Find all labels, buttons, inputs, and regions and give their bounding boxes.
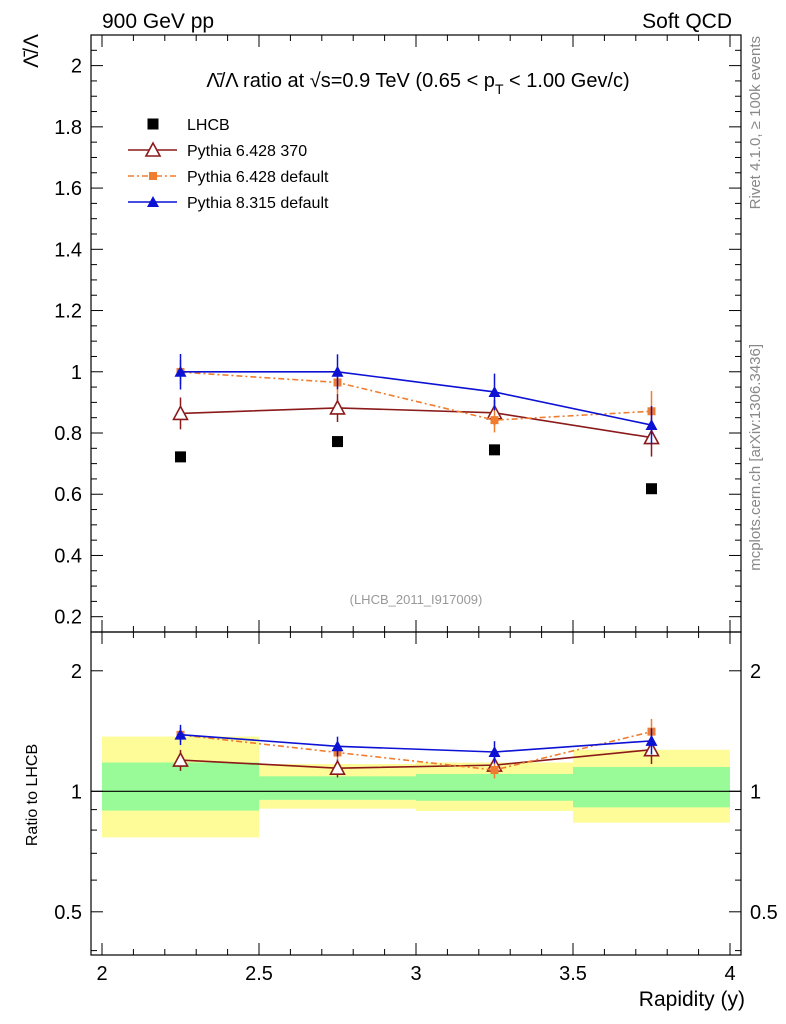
rivet-version-label: Rivet 4.1.0, ≥ 100k events [747, 36, 764, 209]
x-tick-label: 2 [96, 963, 107, 985]
ratio-series-point [331, 740, 344, 752]
y-axis-label: Λ̄/Λ [20, 34, 43, 68]
title-subscript: T [495, 81, 504, 97]
series-line [180, 407, 652, 439]
ratio-bands [91, 736, 741, 838]
data-series [172, 354, 660, 779]
legend-label: LHCB [187, 117, 230, 134]
y-tick-label: 1.6 [54, 178, 82, 200]
x-tick-label: 3.5 [559, 963, 587, 985]
series-point [172, 404, 189, 421]
axis-ticks: 2 2.5 3 3.5 4 0.2 0.4 0.6 0.8 1 1.2 1.4 1.6 1.8 2 0.5 0.… [54, 34, 778, 985]
y-tick-label: 1.2 [54, 301, 82, 323]
series-1 [176, 359, 656, 779]
reference-data-point [332, 436, 343, 448]
legend-marker [149, 172, 157, 180]
ratio-series-point [488, 745, 501, 757]
x-tick-label: 2.5 [245, 963, 273, 985]
ratio-series-line [180, 748, 652, 769]
series-point [329, 399, 346, 415]
legend-label: Pythia 8.315 default [187, 195, 329, 212]
y-tick-label: 2 [71, 56, 82, 78]
ratio-series-point [645, 734, 658, 746]
ratio-y-tick-label: 0.5 [750, 902, 778, 924]
y-tick-label: 0.6 [54, 484, 82, 506]
legend: LHCB Pythia 6.428 370 Pythia 6.428 default… [128, 117, 329, 212]
title-suffix: < 1.00 Gev/c) [504, 70, 630, 92]
header-left-label: 900 GeV pp [102, 10, 214, 33]
y-tick-label: 1.4 [54, 239, 82, 261]
ratio-y-axis-label: Ratio to LHCB [24, 744, 41, 846]
legend-marker [144, 141, 162, 157]
reference-data-point [489, 444, 500, 456]
reference-data-point [646, 483, 657, 495]
series-point [490, 416, 499, 425]
ratio-series-line [180, 733, 652, 753]
ratio-y-tick-label: 2 [750, 661, 761, 683]
y-tick-label: 0.4 [54, 545, 82, 567]
ratio-band-inner [573, 767, 730, 808]
ratio-y-tick-label: 2 [71, 661, 82, 683]
ratio-series-line [180, 730, 652, 771]
series-line [180, 371, 652, 421]
ratio-y-tick-label: 1 [71, 781, 82, 803]
ratio-series-point [329, 759, 346, 775]
series-point [488, 385, 501, 397]
legend-label: Pythia 6.428 370 [187, 143, 307, 160]
series-line [180, 370, 652, 426]
y-tick-label: 1.8 [54, 117, 82, 139]
y-tick-label: 0.8 [54, 423, 82, 445]
legend-label: Pythia 6.428 default [187, 169, 329, 186]
reference-data-point [175, 451, 186, 463]
y-tick-label: 0.2 [54, 607, 82, 629]
analysis-id-label: (LHCB_2011_I917009) [350, 592, 483, 607]
legend-marker [147, 196, 159, 207]
ratio-y-tick-label: 1 [750, 781, 761, 803]
mcplots-source-label: mcplots.cern.ch [arXiv:1306.3436] [747, 344, 764, 571]
header-right-label: Soft QCD [642, 10, 732, 33]
y-tick-label: 1 [71, 362, 82, 384]
ratio-series-point [174, 728, 187, 740]
x-axis-label: Rapidity (y) [639, 988, 745, 1011]
legend-marker [147, 118, 159, 130]
series-0 [172, 393, 660, 778]
chart-title: Λ̄/Λ ratio at √s=0.9 TeV (0.65 < pT < 1.… [206, 70, 629, 97]
series-point [174, 365, 187, 377]
x-tick-label: 4 [724, 963, 735, 985]
ratio-y-tick-label: 0.5 [54, 902, 82, 924]
ratio-series-point [490, 766, 499, 775]
x-tick-label: 3 [410, 963, 421, 985]
title-main: Λ̄/Λ ratio at √s=0.9 TeV (0.65 < p [206, 70, 495, 92]
series-point [645, 419, 658, 431]
ratio-series-point [172, 751, 189, 767]
series-2 [174, 354, 658, 764]
series-point [331, 365, 344, 377]
ratio-band-inner [259, 776, 416, 800]
